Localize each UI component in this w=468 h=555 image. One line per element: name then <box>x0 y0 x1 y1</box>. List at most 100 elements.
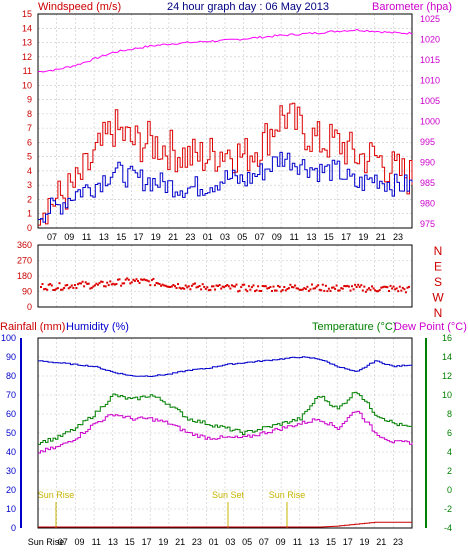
barometer-tick-label: 1020 <box>420 35 440 45</box>
temperature-tick-label: 14 <box>442 352 452 362</box>
wind-x-tick-label: 23 <box>393 232 403 242</box>
direction-point <box>203 285 206 288</box>
direction-point <box>392 285 395 288</box>
direction-point <box>341 287 344 290</box>
direction-point <box>140 278 143 281</box>
direction-point <box>261 285 264 287</box>
direction-point <box>69 286 72 289</box>
direction-point <box>50 284 53 287</box>
humidity-tick-label: 40 <box>6 447 16 457</box>
direction-point <box>73 284 76 286</box>
direction-point <box>235 283 238 286</box>
direction-point <box>232 285 235 288</box>
direction-point <box>40 286 42 288</box>
direction-point <box>209 288 212 291</box>
direction-point <box>217 285 220 287</box>
direction-point <box>321 283 324 286</box>
wind-x-tick-label: 19 <box>151 232 161 242</box>
direction-point <box>386 286 389 289</box>
direction-point <box>375 290 378 293</box>
direction-point <box>89 287 92 290</box>
direction-point <box>263 285 266 288</box>
barometer-tick-label: 990 <box>420 158 435 168</box>
direction-point <box>351 285 353 288</box>
barometer-tick-label: 1000 <box>420 117 440 127</box>
direction-point <box>61 288 64 291</box>
barometer-line <box>37 28 413 73</box>
rainfall-axis-label: Rainfall (mm) <box>0 321 65 333</box>
humidity-axis-label: Humidity (%) <box>66 321 129 333</box>
windspeed-tick-label: 1 <box>27 209 32 219</box>
direction-point <box>300 288 303 291</box>
barometer-tick-label: 975 <box>420 219 435 229</box>
direction-point <box>152 277 155 280</box>
direction-point <box>283 286 286 288</box>
direction-point <box>294 284 297 287</box>
temp-plot-frame <box>37 337 413 529</box>
temperature-tick-label: 2 <box>447 466 452 476</box>
wind-x-tick-label: 13 <box>306 232 316 242</box>
direction-point <box>243 283 246 286</box>
direction-point <box>406 286 409 289</box>
direction-point <box>317 284 320 287</box>
wind-x-tick-label: 17 <box>341 232 351 242</box>
direction-point <box>394 288 397 291</box>
direction-point <box>363 285 366 288</box>
direction-point <box>384 285 387 288</box>
direction-point <box>244 288 247 291</box>
wind-x-tick-label: 09 <box>272 232 282 242</box>
direction-point <box>234 285 236 288</box>
direction-point <box>224 285 227 287</box>
windspeed-axis-label: Windspeed (m/s) <box>38 1 121 13</box>
direction-point <box>169 286 172 288</box>
direction-point <box>43 288 46 291</box>
windspeed-tick-label: 10 <box>22 80 32 90</box>
windspeed-tick-label: 11 <box>23 66 32 76</box>
wind-x-tick-label: 07 <box>47 232 57 242</box>
direction-point <box>92 285 95 288</box>
windspeed-tick-label: 8 <box>27 109 32 119</box>
direction-point <box>197 285 200 288</box>
direction-point <box>107 284 110 287</box>
humidity-tick-label: 80 <box>6 371 16 381</box>
direction-point <box>167 285 170 288</box>
direction-point <box>377 290 380 293</box>
direction-point <box>190 284 193 287</box>
direction-tick-label: 270 <box>17 256 32 266</box>
direction-point <box>346 284 349 287</box>
direction-point <box>249 288 252 291</box>
direction-point <box>53 288 56 291</box>
direction-point <box>113 283 116 286</box>
direction-point <box>194 282 196 285</box>
humidity-tick-label: 50 <box>6 428 16 438</box>
direction-point <box>132 278 135 281</box>
direction-point <box>355 286 358 288</box>
wind-x-tick-label: 11 <box>82 232 91 242</box>
direction-point <box>397 290 400 293</box>
direction-point <box>314 287 317 290</box>
humidity-tick-label: 10 <box>6 504 16 514</box>
direction-point <box>118 278 121 281</box>
barometer-tick-label: 980 <box>420 199 435 209</box>
direction-point <box>368 287 370 290</box>
direction-point <box>309 288 312 291</box>
direction-point <box>181 287 184 290</box>
direction-point <box>255 289 258 292</box>
direction-tick-label: 360 <box>17 240 32 250</box>
direction-point <box>272 285 275 288</box>
direction-point <box>144 279 147 282</box>
humidity-tick-label: 60 <box>6 409 16 419</box>
direction-tick-label: 0 <box>27 302 32 312</box>
direction-point <box>389 284 392 287</box>
direction-point <box>124 278 127 281</box>
temp-x-tick-label: 21 <box>175 537 185 547</box>
direction-point <box>150 279 153 282</box>
direction-point <box>324 284 327 287</box>
temp-x-tick-label: 11 <box>92 537 101 547</box>
direction-point <box>149 284 152 287</box>
barometer-tick-label: 1010 <box>420 76 440 86</box>
direction-point <box>55 287 58 290</box>
direction-point <box>388 290 390 292</box>
